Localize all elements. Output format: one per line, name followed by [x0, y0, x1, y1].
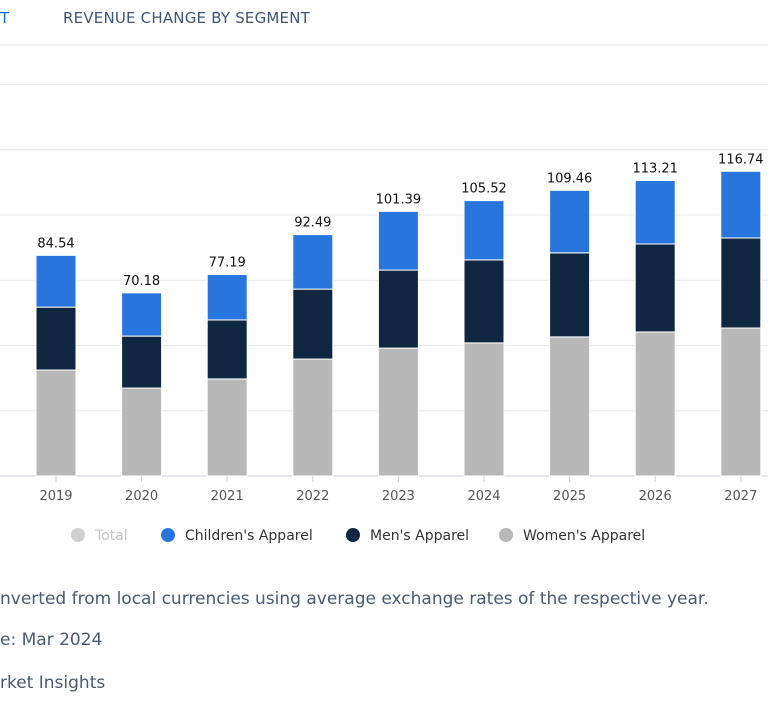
total-label: 101.39 [376, 192, 422, 207]
bar-segment-men-s-apparel[interactable] [549, 252, 591, 338]
bar-segment-men-s-apparel[interactable] [720, 237, 762, 329]
legend-label: Women's Apparel [523, 528, 645, 544]
tab-revenue-change-by-segment[interactable]: REVENUE CHANGE BY SEGMENT [63, 9, 311, 27]
total-label: 77.19 [209, 256, 246, 271]
bar-segment-women-s-apparel[interactable] [377, 347, 419, 477]
bar-segment-children-s-apparel[interactable] [634, 180, 676, 245]
bar-segment-children-s-apparel[interactable] [463, 200, 505, 261]
legend-label: Total [94, 528, 128, 544]
legend-marker [346, 528, 360, 542]
legend-label: Children's Apparel [185, 528, 313, 544]
bar-segment-women-s-apparel[interactable] [121, 387, 163, 477]
legend-item[interactable]: Children's Apparel [161, 528, 313, 544]
bar-segment-children-s-apparel[interactable] [121, 292, 163, 337]
total-label: 70.18 [123, 274, 160, 289]
x-tick-label: 2025 [553, 489, 586, 504]
bar-segment-women-s-apparel[interactable] [206, 378, 248, 477]
bar-segment-children-s-apparel[interactable] [720, 170, 762, 239]
legend-item[interactable]: Women's Apparel [499, 528, 645, 544]
bar-segment-children-s-apparel[interactable] [292, 234, 334, 290]
source-note[interactable]: rket Insights [0, 673, 106, 693]
bar-segment-women-s-apparel[interactable] [292, 358, 334, 477]
x-tick-label: 2019 [39, 489, 72, 504]
bar-segment-men-s-apparel[interactable] [292, 288, 334, 360]
legend-item[interactable]: Men's Apparel [346, 528, 469, 544]
bar-segment-women-s-apparel[interactable] [35, 369, 77, 477]
bar-segment-men-s-apparel[interactable] [121, 335, 163, 389]
x-tick-label: 2024 [467, 489, 500, 504]
bar-segment-children-s-apparel[interactable] [377, 210, 419, 271]
x-tick-label: 2020 [125, 489, 158, 504]
tab-bar: T REVENUE CHANGE BY SEGMENT [0, 0, 768, 46]
bar-segment-men-s-apparel[interactable] [377, 269, 419, 349]
total-label: 92.49 [294, 216, 331, 231]
bar-segment-men-s-apparel[interactable] [206, 319, 248, 380]
x-tick-label: 2021 [211, 489, 244, 504]
release-date: e: Mar 2024 [0, 630, 103, 650]
bar-segment-women-s-apparel[interactable] [720, 327, 762, 477]
legend-item[interactable]: Total [71, 528, 128, 544]
currency-note: nverted from local currencies using aver… [0, 589, 709, 609]
tab-active[interactable]: T [0, 9, 10, 27]
bar-segment-men-s-apparel[interactable] [634, 243, 676, 333]
bar-segment-men-s-apparel[interactable] [463, 259, 505, 344]
total-label: 116.74 [718, 152, 764, 167]
bar-segment-children-s-apparel[interactable] [206, 274, 248, 321]
bar-segment-men-s-apparel[interactable] [35, 306, 77, 371]
bar-segment-children-s-apparel[interactable] [35, 254, 77, 308]
legend-marker [499, 528, 513, 542]
stacked-bar-chart: 84.54 2019 70.18 2020 77.19 2021 92.49 2022 101.… [0, 84, 768, 544]
legend-marker [71, 528, 85, 542]
x-tick-label: 2022 [296, 489, 329, 504]
x-tick-label: 2023 [382, 489, 415, 504]
bar-segment-women-s-apparel[interactable] [549, 336, 591, 477]
legend-label: Men's Apparel [370, 528, 469, 544]
total-label: 109.46 [547, 171, 593, 186]
total-label: 84.54 [37, 236, 74, 251]
bar-segment-women-s-apparel[interactable] [634, 331, 676, 477]
total-label: 105.52 [461, 182, 507, 197]
bar-segment-women-s-apparel[interactable] [463, 342, 505, 477]
bar-segment-children-s-apparel[interactable] [549, 189, 591, 254]
x-tick-label: 2027 [724, 489, 757, 504]
total-label: 113.21 [632, 162, 678, 177]
legend-marker [161, 528, 175, 542]
x-tick-label: 2026 [639, 489, 672, 504]
